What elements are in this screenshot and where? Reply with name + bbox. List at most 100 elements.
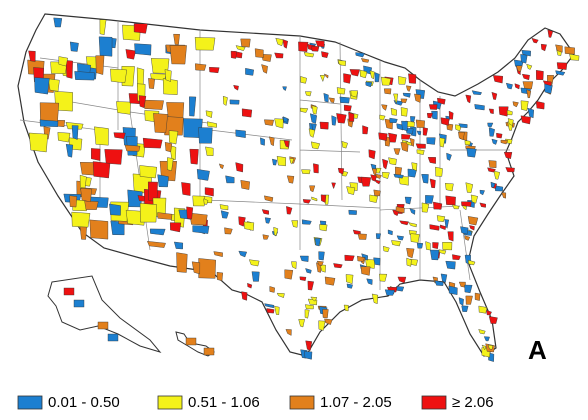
county-patch xyxy=(222,95,228,106)
county-patch xyxy=(164,69,172,82)
county-patch xyxy=(520,100,529,111)
county-patch xyxy=(143,99,164,110)
county-patch xyxy=(286,175,295,184)
county-patch xyxy=(382,171,390,179)
county-patch xyxy=(406,85,412,92)
county-patch xyxy=(98,36,113,57)
county-patch xyxy=(488,108,494,114)
county-patch xyxy=(309,113,317,124)
county-patch xyxy=(438,249,447,255)
county-patch xyxy=(555,44,563,53)
county-patch xyxy=(348,112,355,122)
panel-label: A xyxy=(528,335,547,365)
county-patch xyxy=(218,163,224,169)
county-patch xyxy=(71,125,79,140)
county-patch xyxy=(248,259,260,267)
county-patch xyxy=(268,136,275,147)
county-patch xyxy=(240,180,250,190)
county-patch xyxy=(429,224,440,231)
county-patch xyxy=(241,291,248,301)
county-patch xyxy=(389,117,398,123)
county-patch xyxy=(260,137,265,146)
county-patch xyxy=(465,94,472,104)
county-patch xyxy=(162,78,178,95)
county-patch xyxy=(301,219,312,225)
county-patch xyxy=(460,226,469,235)
county-patch xyxy=(445,260,456,270)
county-patch xyxy=(323,92,329,103)
county-patch xyxy=(173,33,180,45)
county-patch xyxy=(360,176,372,187)
county-patch xyxy=(167,157,174,171)
county-patch xyxy=(324,276,336,286)
county-patch xyxy=(435,166,443,177)
county-patch xyxy=(397,276,407,284)
county-patch xyxy=(107,333,119,342)
county-patch xyxy=(401,120,408,132)
county-patch xyxy=(520,115,531,125)
county-patch xyxy=(321,51,329,58)
county-patch xyxy=(313,163,319,174)
county-patch xyxy=(71,211,91,228)
county-patch xyxy=(369,194,378,203)
county-patch xyxy=(331,115,337,126)
county-patch xyxy=(365,81,373,88)
county-patch xyxy=(370,174,377,182)
county-patch xyxy=(116,101,131,115)
county-patch xyxy=(299,255,309,262)
county-patch xyxy=(439,224,447,231)
county-patch xyxy=(350,90,358,98)
county-patch xyxy=(63,287,75,296)
county-patch xyxy=(439,137,446,148)
county-patch xyxy=(304,304,314,310)
county-patch xyxy=(464,235,471,241)
county-patch xyxy=(216,271,224,282)
county-patch xyxy=(446,152,452,161)
county-patch xyxy=(300,76,307,84)
county-patch xyxy=(192,195,206,207)
county-patch xyxy=(84,200,99,210)
county-patch xyxy=(467,216,479,226)
county-patch xyxy=(233,84,239,91)
county-patch xyxy=(275,37,284,47)
county-patch xyxy=(298,319,305,328)
county-patch xyxy=(238,216,246,227)
county-patch xyxy=(69,41,79,52)
county-patch xyxy=(262,234,270,240)
county-patch xyxy=(304,91,312,97)
county-patch xyxy=(195,63,207,71)
county-patch xyxy=(493,170,501,180)
county-patch xyxy=(437,97,446,105)
county-patch xyxy=(470,194,478,204)
county-patch xyxy=(264,119,274,126)
county-patch xyxy=(521,50,531,57)
county-patches xyxy=(27,17,580,362)
county-patch xyxy=(315,40,325,48)
county-patch xyxy=(368,149,376,160)
county-patch xyxy=(465,182,474,193)
county-patch xyxy=(445,183,454,192)
county-patch xyxy=(311,196,318,202)
county-patch xyxy=(266,308,275,314)
county-patch xyxy=(192,225,210,234)
us-outline xyxy=(17,13,575,357)
county-patch xyxy=(95,55,105,75)
county-patch xyxy=(491,91,498,100)
county-patch xyxy=(308,128,316,138)
county-patch xyxy=(28,50,36,62)
county-patch xyxy=(213,251,223,257)
county-patch xyxy=(405,141,413,146)
county-patch xyxy=(461,305,469,312)
county-patch xyxy=(526,63,533,70)
county-patch xyxy=(398,176,409,186)
county-patch xyxy=(219,204,229,211)
county-patch xyxy=(322,309,329,319)
county-patch xyxy=(522,81,534,90)
county-patch xyxy=(516,65,523,73)
county-patch xyxy=(468,259,476,266)
county-patch xyxy=(39,102,60,123)
county-patch xyxy=(479,189,485,196)
county-patch xyxy=(310,296,318,302)
county-patch xyxy=(254,48,264,58)
county-patch xyxy=(276,156,287,167)
